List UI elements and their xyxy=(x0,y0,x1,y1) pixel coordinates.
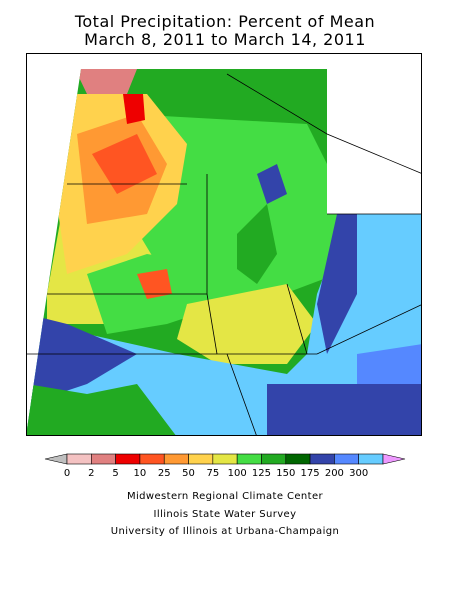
legend-swatch xyxy=(334,453,359,465)
legend-label: 5 xyxy=(112,468,118,479)
legend-label: 2 xyxy=(88,468,94,479)
legend-swatch xyxy=(66,453,92,465)
legend-swatch xyxy=(358,453,384,465)
legend-swatch xyxy=(285,453,311,465)
legend-label: 150 xyxy=(276,468,295,479)
legend-swatch xyxy=(163,453,189,465)
credit-line1: Midwestern Regional Climate Center xyxy=(126,491,324,502)
credit-line3: University of Illinois at Urbana-Champai… xyxy=(110,526,340,537)
legend-swatch xyxy=(261,453,287,465)
legend-swatch xyxy=(212,453,238,465)
map-title-line2: March 8, 2011 to March 14, 2011 xyxy=(84,30,366,49)
legend-swatch xyxy=(115,453,141,465)
legend-swatch xyxy=(188,453,214,465)
legend-swatch xyxy=(44,453,68,465)
legend-label: 0 xyxy=(64,468,70,479)
legend-label: 75 xyxy=(206,468,219,479)
color-legend: 0 2 5 10 25 50 75 100 125 150 175 200 300 xyxy=(44,453,406,479)
legend-swatch xyxy=(139,453,165,465)
legend-swatch xyxy=(382,453,406,465)
legend-label: 25 xyxy=(158,468,171,479)
legend-label: 50 xyxy=(182,468,195,479)
legend-label: 100 xyxy=(228,468,247,479)
legend-label: 300 xyxy=(349,468,368,479)
legend-label: 125 xyxy=(252,468,271,479)
map-title-line1: Total Precipitation: Percent of Mean xyxy=(74,12,376,31)
legend-label: 175 xyxy=(301,468,320,479)
legend-label: 200 xyxy=(325,468,344,479)
legend-label: 10 xyxy=(134,468,147,479)
credit-line2: Illinois State Water Survey xyxy=(153,509,297,520)
legend-swatch xyxy=(236,453,262,465)
state-borders xyxy=(27,73,421,435)
precipitation-map xyxy=(26,53,422,436)
legend-swatch xyxy=(91,453,116,465)
legend-swatch xyxy=(309,453,335,465)
